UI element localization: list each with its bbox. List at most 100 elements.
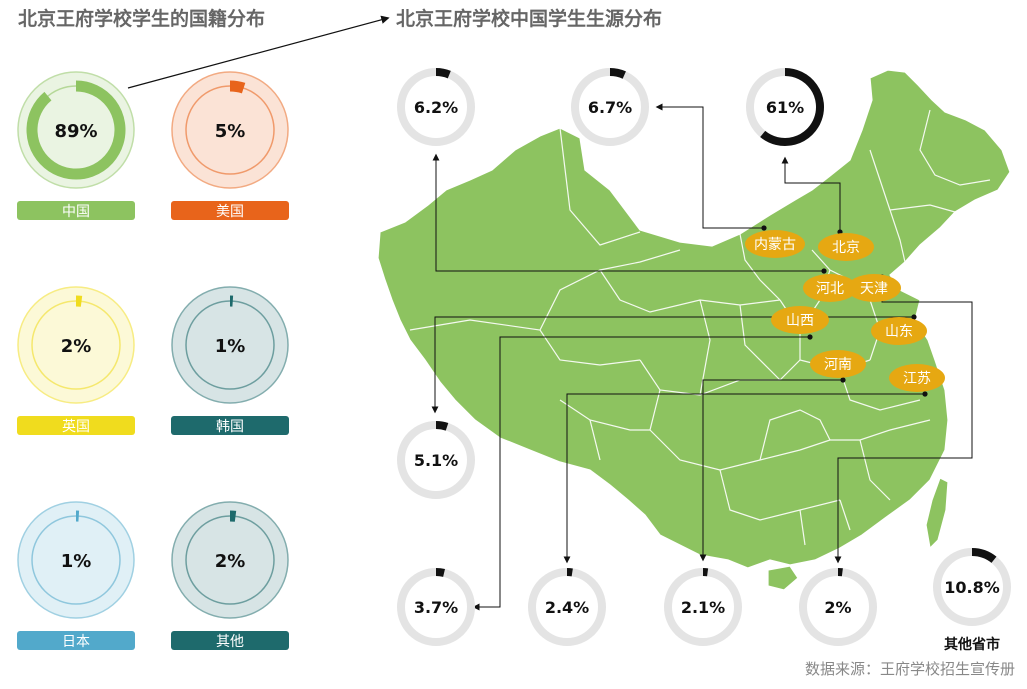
ring-value: 2.4% [545,598,589,617]
leader-line [472,336,810,611]
label-bar [171,416,289,435]
ring-arc [971,548,997,564]
label-text: 其他 [216,634,244,650]
ring-arc [26,80,126,180]
province-ring-item-0: 61% [746,68,824,146]
ring-value: 3.7% [414,598,458,617]
nationality-label-item-1: 美国 [171,201,289,220]
province-name: 河北 [816,281,844,297]
label-text: 英国 [62,418,90,435]
ring-value: 89% [54,121,97,142]
ring-value: 6.7% [588,98,632,117]
ring-value: 1% [215,336,246,357]
link-arrow [127,15,390,89]
province-name: 江苏 [903,371,931,387]
province-dot [807,334,813,340]
ring-bg [171,286,289,404]
ring-value: 10.8% [944,578,1000,597]
province-label-item-0: 北京 [818,233,874,261]
province-label-item-1: 内蒙古 [745,230,805,258]
nationality-ring-item-0: 89% [17,71,135,189]
ring-bg [17,286,135,404]
left-title: 北京王府学校学生的国籍分布 [18,8,266,30]
nationality-label-item-4: 日本 [17,631,135,650]
province-pill [803,274,857,302]
province-ring-item-3: 5.1% [397,421,475,499]
province-ring-item-7: 2% [799,568,877,646]
leader-line [432,153,824,272]
label-text: 中国 [62,204,90,220]
province-label-item-6: 河南 [810,350,866,378]
ring-arc [435,568,445,577]
label-bar [17,201,135,220]
leader-line [431,316,914,414]
nationality-ring-item-1: 5% [171,71,289,189]
nationality-label-item-0: 中国 [17,201,135,220]
province-pill [818,233,874,261]
label-bar [171,631,289,650]
label-text: 美国 [216,204,244,220]
ring-arc [435,68,451,79]
province-pill [771,306,829,334]
province-pill [745,230,805,258]
province-name: 山东 [885,324,913,340]
province-ring-item-4: 3.7% [397,568,475,646]
province-name: 山西 [786,313,814,329]
province-ring-item-1: 6.7% [571,68,649,146]
ring-arc [760,68,824,146]
ring-value: 2% [215,551,246,572]
ring-arc [229,80,246,94]
province-ring-item-8: 10.8% 其他省市 [933,548,1011,653]
ring-bg [171,71,289,189]
province-dot [761,225,767,231]
leader-line [655,103,764,229]
ring-value: 5% [215,121,246,142]
ring-arc [609,68,626,79]
province-name: 内蒙古 [754,237,796,253]
right-title: 北京王府学校中国学生生源分布 [396,8,663,30]
ring-bg [171,501,289,619]
province-label-item-3: 天津 [847,274,901,302]
province-dot [821,268,827,274]
province-pill [810,350,866,378]
china-map [377,69,1011,591]
ring-value: 2% [61,336,92,357]
nationality-ring-item-2: 2% [17,286,135,404]
other-provinces-label: 其他省市 [944,636,1000,653]
province-dot [922,391,928,397]
label-text: 日本 [62,634,90,650]
province-pill [871,317,927,345]
nationality-label-item-3: 韩国 [171,416,289,435]
label-bar [171,201,289,220]
ring-value: 5.1% [414,451,458,470]
leader-line [781,156,841,232]
province-name: 河南 [824,357,852,373]
province-name: 北京 [832,240,860,256]
label-bar [17,416,135,435]
nationality-ring-item-4: 1% [17,501,135,619]
leader-line [563,393,925,564]
label-text: 韩国 [216,419,244,435]
province-name: 天津 [860,281,888,297]
nationality-label-item-5: 其他 [171,631,289,650]
province-label-item-4: 山西 [771,306,829,334]
ring-bg [17,501,135,619]
leader-line [699,379,843,562]
ring-value: 2% [824,598,851,617]
province-label-item-7: 江苏 [889,364,945,392]
nationality-ring-item-5: 2% [171,501,289,619]
nationality-label-item-2: 英国 [17,416,135,435]
province-label-item-5: 山东 [871,317,927,345]
province-pill [847,274,901,302]
province-label-item-2: 河北 [803,274,857,302]
ring-value: 6.2% [414,98,458,117]
province-ring-item-6: 2.1% [664,567,742,646]
nationality-ring-item-3: 1% [171,286,289,404]
data-source: 数据来源：王府学校招生宣传册 [804,660,1015,678]
province-pill [889,364,945,392]
label-bar [17,631,135,650]
province-dot [911,314,917,320]
ring-arc [435,421,449,431]
ring-value: 1% [61,551,92,572]
